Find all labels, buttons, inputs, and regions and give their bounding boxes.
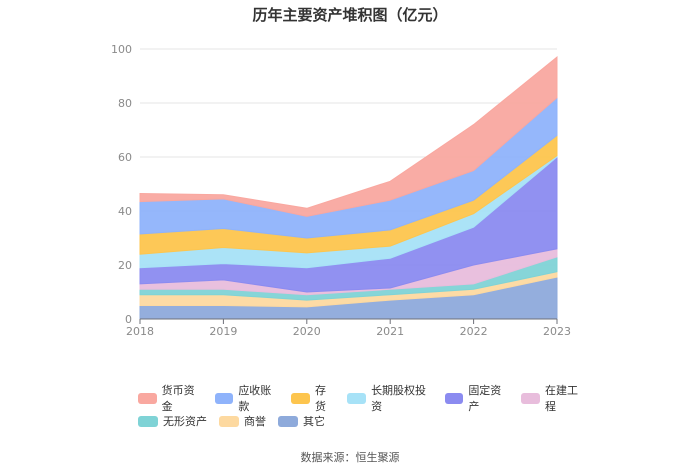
chart-title: 历年主要资产堆积图（亿元） — [252, 6, 448, 24]
legend-item[interactable]: 长期股权投资 — [347, 382, 432, 414]
legend-label: 长期股权投资 — [371, 384, 427, 413]
legend-label: 固定资产 — [468, 384, 502, 413]
legend-swatch — [278, 415, 298, 427]
legend-label: 存货 — [314, 384, 326, 413]
x-tick-label: 2022 — [460, 325, 488, 338]
legend-label: 货币资金 — [161, 384, 195, 413]
legend-label: 应收账款 — [238, 384, 272, 413]
legend-label: 其它 — [303, 415, 325, 428]
legend-row: 货币资金 应收账款 存货 长期股权投资 固定资产 在建工程 — [138, 384, 598, 413]
x-tick-label: 2020 — [293, 325, 321, 338]
y-tick-label: 0 — [125, 313, 132, 326]
y-tick-label: 60 — [118, 151, 132, 164]
legend-item[interactable]: 商誉 — [219, 413, 266, 429]
legend-swatch — [291, 392, 310, 404]
x-tick-label: 2021 — [376, 325, 404, 338]
area-series-8[interactable] — [139, 56, 558, 217]
y-tick-label: 40 — [118, 205, 132, 218]
y-tick-label: 100 — [111, 43, 132, 56]
x-tick-label: 2018 — [126, 325, 154, 338]
legend-item[interactable]: 无形资产 — [138, 413, 207, 429]
legend-item[interactable]: 其它 — [278, 413, 325, 429]
legend-item[interactable]: 存货 — [291, 382, 335, 414]
data-source: 数据来源：恒生聚源 — [300, 451, 400, 464]
legend-label: 无形资产 — [163, 415, 207, 428]
legend-label: 商誉 — [244, 415, 266, 428]
x-tick-label: 2023 — [543, 325, 571, 338]
y-tick-label: 20 — [118, 259, 132, 272]
legend-swatch — [138, 415, 158, 427]
y-tick-label: 80 — [118, 97, 132, 110]
legend-swatch — [444, 392, 464, 404]
legend-item[interactable]: 固定资产 — [444, 382, 510, 414]
legend-swatch — [347, 392, 367, 404]
legend-swatch — [138, 392, 157, 404]
legend-item[interactable]: 货币资金 — [138, 382, 203, 414]
legend-swatch — [214, 392, 234, 404]
legend-label: 在建工程 — [544, 384, 578, 413]
legend-row: 无形资产 商誉 其它 — [138, 411, 598, 431]
legend-swatch — [219, 415, 239, 427]
legend-item[interactable]: 应收账款 — [214, 382, 280, 414]
x-tick-label: 2019 — [209, 325, 237, 338]
legend-swatch — [521, 392, 540, 404]
legend: 货币资金 应收账款 存货 长期股权投资 固定资产 在建工程无形资产 商誉 其它 — [138, 384, 598, 434]
legend-item[interactable]: 在建工程 — [521, 382, 586, 414]
